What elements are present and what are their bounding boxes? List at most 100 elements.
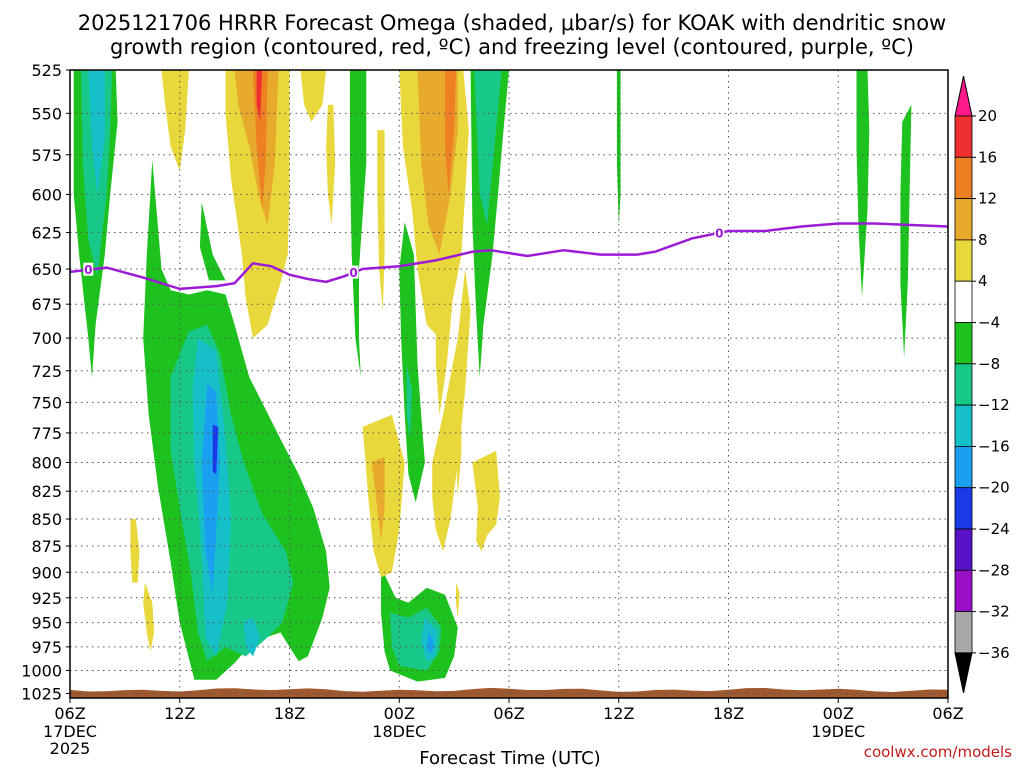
colorbar-label-11: −28 [978, 561, 1010, 579]
y-tick-label-925: 925 [31, 589, 62, 608]
omega-region-pos-6 [326, 104, 336, 225]
y-tick-label-950: 950 [31, 614, 62, 633]
x-tick-label-7: 00Z [823, 704, 854, 723]
colorbar-segment-12 [954, 569, 973, 612]
colorbar-label-10: −24 [978, 520, 1010, 538]
plot-area: 0 0 0 [70, 70, 948, 698]
x-tick-label-5: 12Z [603, 704, 634, 723]
y-tick-label-575: 575 [31, 146, 62, 165]
y-tick-label-1000: 1000 [21, 661, 62, 680]
freezing-level-label-0: 0 [84, 263, 92, 277]
x-axis-label: Forecast Time (UTC) [419, 748, 600, 768]
freezing-label-bg-0 [83, 262, 94, 276]
chart-title-line-1: 2025121706 HRRR Forecast Omega (shaded, … [78, 11, 946, 35]
omega-region-neg-21 [856, 70, 870, 298]
credit-text: coolwx.com/models [864, 743, 1012, 761]
y-tick-label-825: 825 [31, 482, 62, 501]
colorbar: 20 16 12 8 4 −4 −8 −12 −16 −20 −24 −28 −32 −36 [954, 75, 1010, 694]
omega-region-pos-0 [161, 70, 189, 171]
x-tick-label-6: 18Z [713, 704, 744, 723]
y-tick-label-650: 650 [31, 260, 62, 279]
x-tick-sublabel-7-0: 19DEC [811, 722, 865, 741]
freezing-level-label-1: 0 [349, 266, 357, 280]
omega-region-pos-18 [130, 519, 140, 583]
omega-region-neg-2 [88, 70, 105, 195]
x-tick-sublabel-0-0: 17DEC [43, 722, 97, 741]
omega-shading [73, 70, 912, 682]
freezing-label-bg-1 [348, 265, 359, 279]
colorbar-segment-8 [954, 404, 973, 447]
y-tick-label-800: 800 [31, 454, 62, 473]
omega-region-pos-7 [377, 130, 385, 312]
colorbar-label-12: −32 [978, 603, 1010, 621]
y-tick-label-775: 775 [31, 424, 62, 443]
colorbar-segment-9 [954, 445, 973, 489]
y-tick-label-550: 550 [31, 104, 62, 123]
x-tick-label-2: 18Z [274, 704, 305, 723]
colorbar-segment-7 [954, 363, 973, 406]
x-tick-label-8: 06Z [932, 704, 963, 723]
freezing-label-bg-2 [714, 225, 725, 239]
omega-region-neg-12 [406, 364, 413, 439]
omega-region-pos-14 [435, 269, 455, 415]
y-tick-label-675: 675 [31, 295, 62, 314]
omega-region-neg-19 [474, 70, 502, 225]
colorbar-label-1: 16 [978, 148, 997, 166]
colorbar-segment-13 [954, 611, 973, 654]
freezing-level-label-2: 0 [715, 226, 723, 240]
y-tick-label-600: 600 [31, 185, 62, 204]
freezing-level-line [70, 222, 948, 291]
y-tick-label-1025: 1025 [21, 684, 62, 703]
y-tick-label-850: 850 [31, 510, 62, 529]
y-tick-label-750: 750 [31, 393, 62, 412]
freezing-level-contour: 0 0 0 [70, 222, 948, 291]
omega-region-neg-4 [199, 202, 226, 281]
omega-region-neg-8 [212, 424, 219, 475]
omega-region-pos-19 [143, 582, 155, 652]
colorbar-segment-11 [954, 528, 973, 571]
y-tick-label-700: 700 [31, 329, 62, 348]
omega-region-pos-3 [252, 70, 268, 210]
colorbar-label-4: 4 [978, 272, 988, 290]
omega-region-pos-15 [456, 383, 462, 497]
x-tick-label-0: 06Z [54, 704, 85, 723]
x-tick-label-3: 00Z [384, 704, 415, 723]
omega-region-pos-12 [371, 456, 385, 541]
colorbar-segment-3 [954, 198, 973, 241]
omega-region-neg-11 [399, 222, 425, 503]
omega-region-pos-10 [445, 70, 456, 195]
colorbar-label-0: 20 [978, 107, 997, 125]
colorbar-label-9: −20 [978, 479, 1010, 497]
colorbar-segment-1 [954, 115, 973, 158]
y-tick-label-875: 875 [31, 537, 62, 556]
colorbar-label-6: −8 [978, 355, 1000, 373]
omega-region-neg-16 [426, 632, 434, 654]
omega-region-pos-4 [256, 70, 263, 122]
grid-lines [70, 70, 948, 698]
y-tick-label-725: 725 [31, 362, 62, 381]
omega-region-pos-17 [456, 582, 460, 618]
colorbar-label-7: −12 [978, 396, 1010, 414]
omega-region-neg-10 [349, 70, 367, 378]
omega-region-pos-13 [432, 269, 471, 552]
colorbar-segment-10 [954, 487, 973, 530]
y-tick-label-900: 900 [31, 563, 62, 582]
omega-region-pos-16 [472, 450, 500, 552]
colorbar-top-arrow [954, 75, 973, 117]
x-tick-label-4: 06Z [493, 704, 524, 723]
chart-title-line-2: growth region (contoured, red, ºC) and f… [110, 35, 914, 59]
colorbar-segment-6 [954, 322, 973, 365]
x-tick-label-1: 12Z [164, 704, 195, 723]
colorbar-label-2: 12 [978, 190, 997, 208]
colorbar-segment-2 [954, 156, 973, 200]
omega-region-neg-9 [243, 617, 261, 657]
y-tick-label-975: 975 [31, 638, 62, 657]
x-tick-sublabel-0-1: 2025 [50, 739, 91, 758]
colorbar-label-5: −4 [978, 314, 1000, 332]
colorbar-bottom-arrow [954, 652, 973, 694]
y-tick-label-625: 625 [31, 223, 62, 242]
omega-region-pos-2 [234, 70, 279, 225]
y-axis: 525 550 575 600 625 650 675 700 725 750 775 800 825 8… [21, 61, 70, 703]
